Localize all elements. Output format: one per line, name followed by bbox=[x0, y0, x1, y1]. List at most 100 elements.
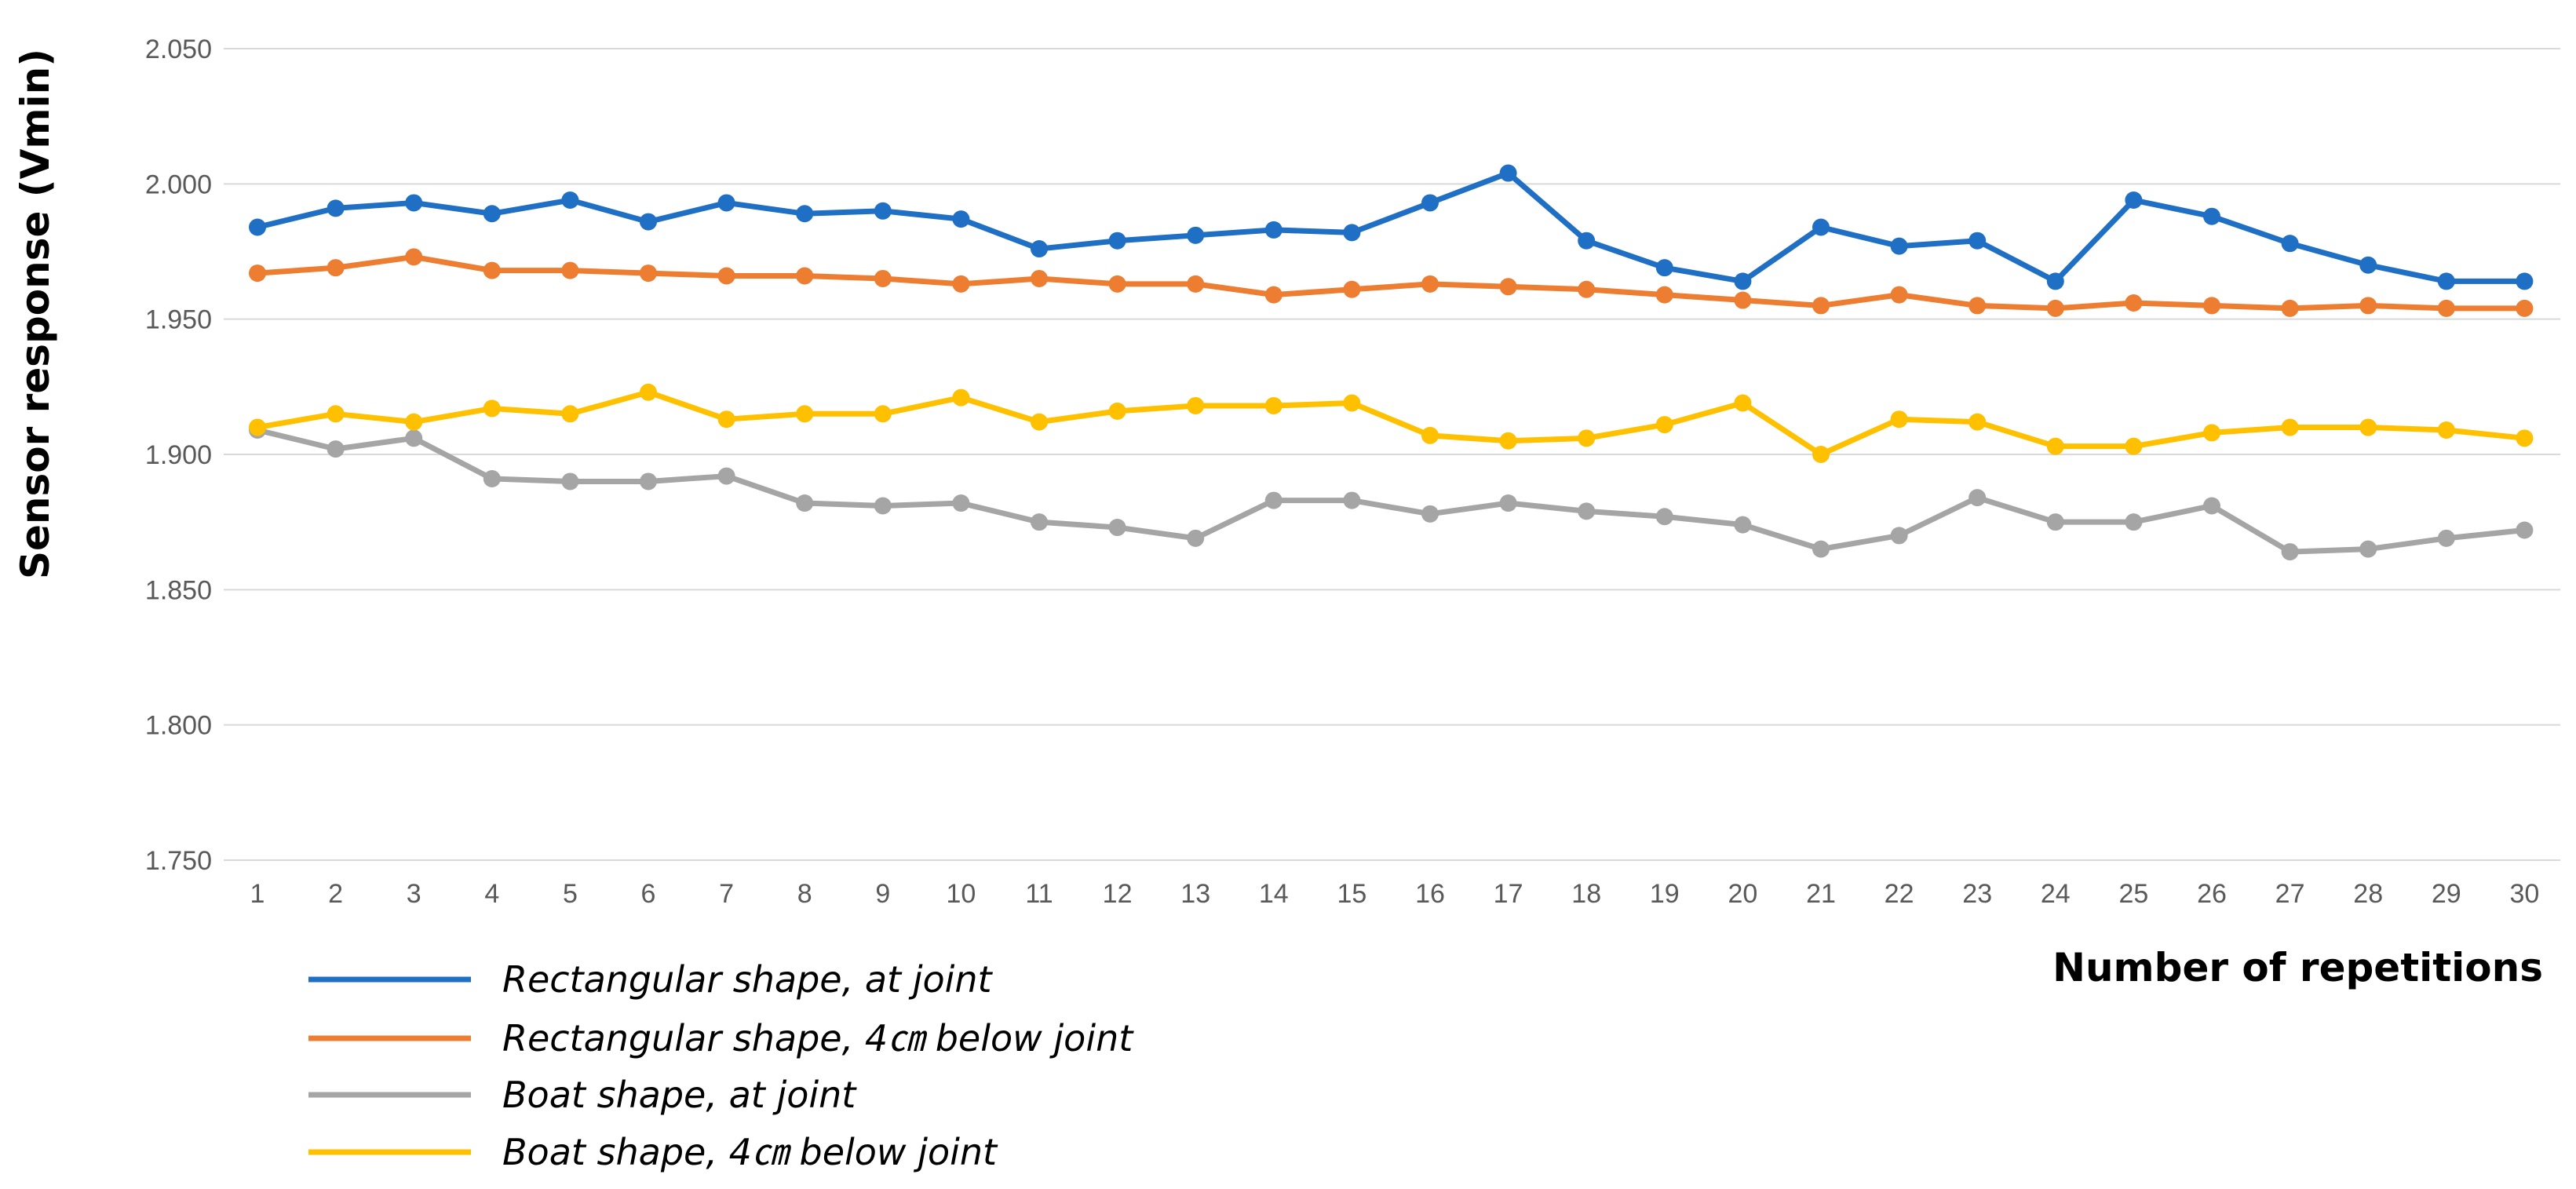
x-tick-label: 22 bbox=[1885, 879, 1914, 909]
data-point bbox=[1108, 232, 1126, 250]
y-tick-label: 1.850 bbox=[145, 575, 212, 605]
data-point bbox=[1421, 426, 1439, 444]
data-point bbox=[327, 440, 345, 458]
data-point bbox=[1890, 527, 1908, 545]
data-point bbox=[1812, 446, 1830, 463]
x-axis-title: Number of repetitions bbox=[2052, 945, 2543, 990]
data-point bbox=[717, 267, 735, 285]
data-point bbox=[2437, 299, 2455, 317]
x-tick-label: 16 bbox=[1415, 879, 1445, 909]
series-line bbox=[254, 389, 2527, 458]
data-point bbox=[874, 202, 892, 220]
data-point bbox=[640, 383, 657, 401]
data-point bbox=[483, 261, 501, 279]
data-point bbox=[952, 494, 970, 512]
data-point bbox=[2125, 294, 2143, 312]
x-tick-labels: 1 2 3 4 5 6 7 8 9 10 11 12 13 14 15 16 17 18 19 20 21 22 23 24 2… bbox=[250, 879, 2540, 909]
x-tick-label: 29 bbox=[2432, 879, 2461, 909]
x-tick-label: 25 bbox=[2118, 879, 2148, 909]
x-tick-label: 9 bbox=[875, 879, 890, 909]
data-point bbox=[2125, 513, 2143, 531]
data-point bbox=[1734, 516, 1752, 534]
data-point bbox=[2359, 418, 2377, 436]
data-point bbox=[1499, 164, 1517, 182]
data-point bbox=[796, 205, 814, 223]
data-point bbox=[1890, 237, 1908, 255]
x-tick-label: 3 bbox=[407, 879, 421, 909]
data-point bbox=[1655, 259, 1673, 277]
x-tick-label: 11 bbox=[1025, 879, 1053, 909]
data-point bbox=[1264, 396, 1283, 414]
data-point bbox=[2281, 543, 2299, 561]
x-tick-label: 10 bbox=[946, 879, 976, 909]
y-tick-label: 2.050 bbox=[145, 35, 212, 64]
data-point bbox=[1108, 275, 1126, 293]
data-point bbox=[1343, 394, 1361, 412]
x-tick-label: 5 bbox=[563, 879, 578, 909]
legend-label: Rectangular shape, 4㎝ below joint bbox=[502, 1017, 1134, 1060]
data-point bbox=[1264, 221, 1283, 239]
x-tick-label: 27 bbox=[2275, 879, 2305, 909]
x-tick-label: 12 bbox=[1103, 879, 1133, 909]
data-point bbox=[1264, 286, 1283, 304]
data-point bbox=[2359, 540, 2377, 558]
x-tick-label: 28 bbox=[2353, 879, 2383, 909]
y-tick-label: 1.900 bbox=[145, 440, 212, 470]
data-point bbox=[327, 259, 345, 277]
x-tick-label: 26 bbox=[2197, 879, 2227, 909]
legend-label: Boat shape, 4㎝ below joint bbox=[502, 1131, 998, 1173]
x-tick-label: 13 bbox=[1180, 879, 1210, 909]
data-point bbox=[796, 494, 814, 512]
data-point bbox=[640, 264, 657, 283]
data-point bbox=[2046, 513, 2064, 531]
data-point bbox=[2203, 207, 2220, 225]
data-point bbox=[1108, 519, 1126, 537]
data-point bbox=[2359, 256, 2377, 274]
data-point bbox=[717, 194, 735, 212]
y-axis-title: Sensor response (Vmin) bbox=[13, 49, 58, 579]
series-line bbox=[254, 427, 2527, 555]
data-point bbox=[1890, 410, 1908, 429]
series-4 bbox=[249, 383, 2534, 463]
data-point bbox=[483, 399, 501, 418]
legend-item: Boat shape, at joint bbox=[308, 1074, 857, 1116]
data-point bbox=[1734, 272, 1752, 290]
data-point bbox=[1031, 413, 1048, 431]
data-point bbox=[1968, 232, 1987, 250]
data-point bbox=[2203, 497, 2220, 515]
data-point bbox=[483, 470, 501, 488]
data-point bbox=[1578, 280, 1596, 298]
x-tick-label: 17 bbox=[1494, 879, 1523, 909]
series-lines bbox=[249, 164, 2534, 561]
data-point bbox=[2516, 299, 2534, 317]
data-point bbox=[2281, 235, 2299, 253]
data-point bbox=[483, 205, 501, 223]
data-point bbox=[1343, 224, 1361, 242]
data-point bbox=[796, 405, 814, 423]
series-3 bbox=[249, 421, 2534, 561]
series-line bbox=[254, 170, 2527, 284]
data-point bbox=[1187, 396, 1205, 414]
data-point bbox=[874, 405, 892, 423]
data-point bbox=[1421, 275, 1439, 293]
legend-item: Rectangular shape, 4㎝ below joint bbox=[308, 1017, 1134, 1060]
y-tick-label: 1.750 bbox=[145, 846, 212, 876]
data-point bbox=[2203, 297, 2220, 315]
data-point bbox=[1812, 540, 1830, 558]
data-point bbox=[2125, 191, 2143, 210]
data-point bbox=[327, 405, 345, 423]
data-point bbox=[405, 429, 423, 447]
x-tick-label: 7 bbox=[719, 879, 734, 909]
data-point bbox=[405, 413, 423, 431]
data-point bbox=[561, 405, 579, 423]
data-point bbox=[2046, 437, 2064, 455]
data-point bbox=[874, 497, 892, 515]
data-point bbox=[952, 210, 970, 228]
x-tick-label: 6 bbox=[641, 879, 656, 909]
data-point bbox=[249, 218, 266, 236]
x-tick-label: 21 bbox=[1806, 879, 1836, 909]
data-point bbox=[1187, 226, 1205, 244]
data-point bbox=[1968, 413, 1987, 431]
data-point bbox=[1734, 394, 1752, 412]
